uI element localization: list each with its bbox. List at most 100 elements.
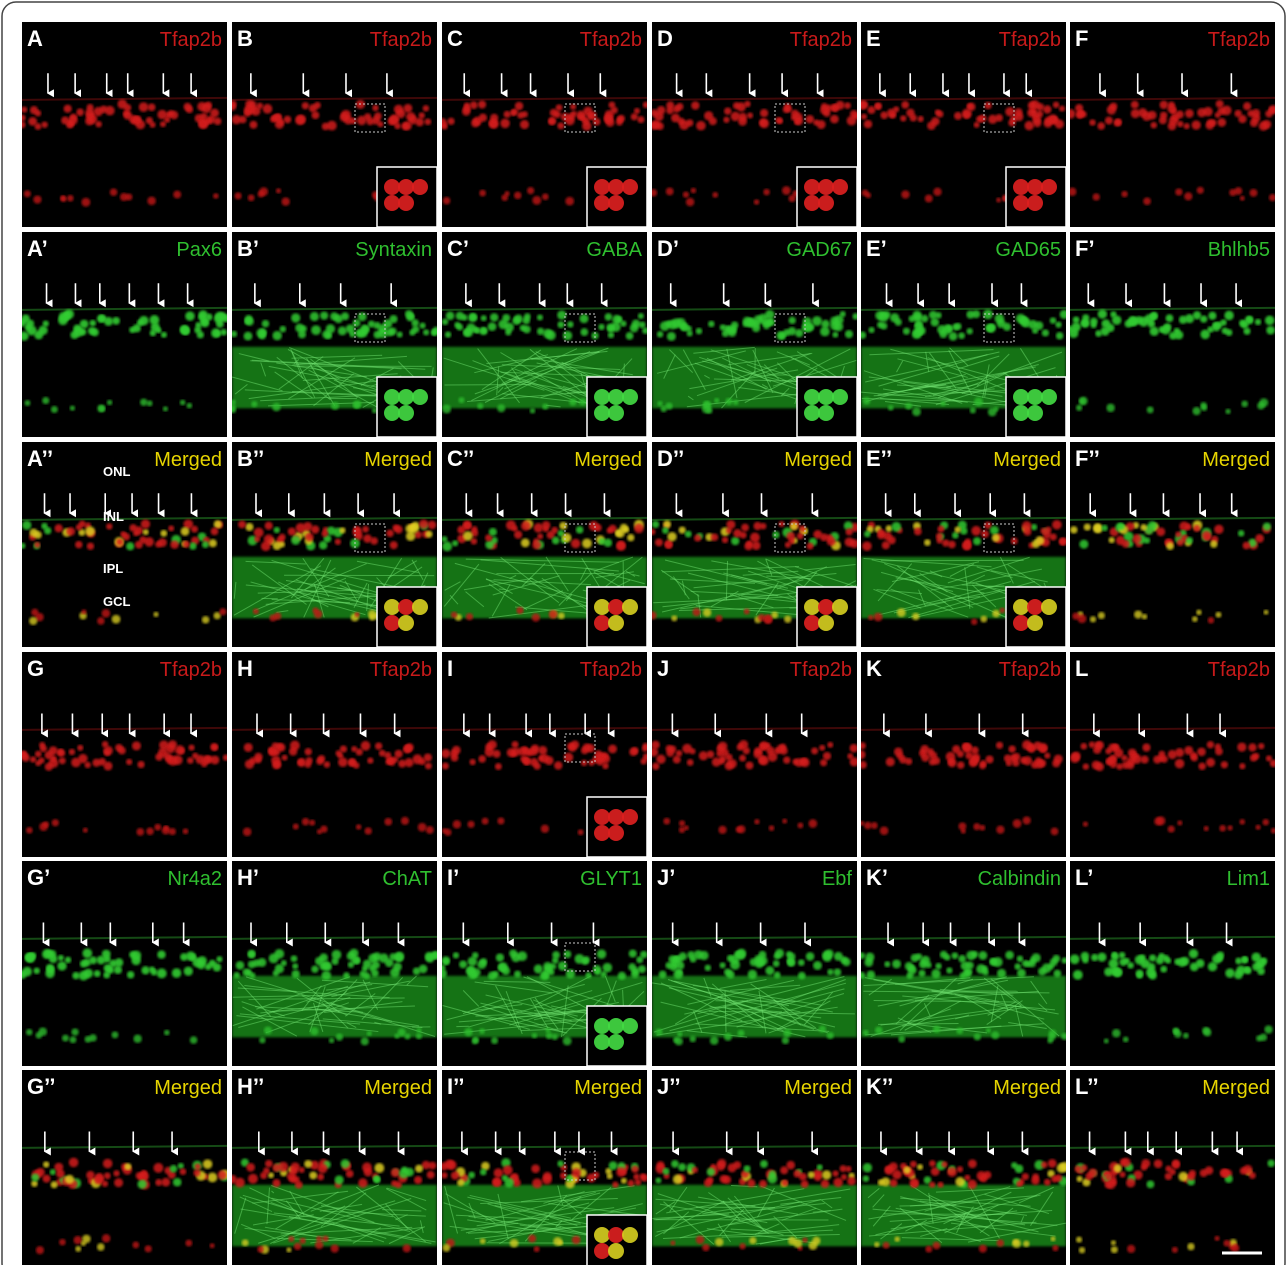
cell [76,524,82,530]
ganglion-cell [1264,610,1269,615]
panel-letter: C’ [447,236,469,261]
cell [264,534,274,544]
cell [743,747,750,754]
ganglion-cell [183,828,189,834]
cell [373,322,380,329]
ganglion-cell [675,1037,683,1045]
panel-marker: GABA [586,239,642,261]
ganglion-cell [336,1033,343,1040]
cell [1081,1165,1088,1172]
ganglion-cell [925,195,933,203]
cell [515,102,524,111]
cell [1033,119,1041,127]
panel-marker: GLYT1 [580,868,642,890]
cell [21,314,30,323]
panel-letter: L’’ [1075,1074,1099,1099]
cell [840,1165,847,1172]
inset-cell [832,179,848,195]
cell [272,761,280,769]
ganglion-cell [1227,825,1232,830]
cell [149,966,155,972]
ganglion-cell [467,821,474,828]
cell [963,743,971,751]
ganglion-cell [868,615,873,620]
ganglion-cell [355,612,360,617]
cell [263,104,273,114]
cell [25,324,32,331]
cell [309,104,317,112]
cell [503,1165,513,1175]
cell [727,955,734,962]
cell [357,116,367,126]
cell [281,960,287,966]
ganglion-cell [404,1033,410,1039]
ganglion-cell [29,617,37,625]
cell [373,952,382,961]
ganglion-cell [532,1033,537,1038]
cell [691,101,700,110]
ganglion-cell [1219,825,1226,832]
ganglion-cell [655,1028,662,1035]
cell [258,958,267,967]
panel: J’’Merged [652,1070,857,1265]
cell [354,957,361,964]
ganglion-cell [684,825,689,830]
cell [212,744,218,750]
cell [673,1174,683,1184]
cell [428,521,437,530]
cell [1044,753,1050,759]
panel: DTfap2b [650,22,860,227]
panel-letter: C [447,26,463,51]
panel-letter: L’ [1075,865,1093,890]
cell [64,311,70,317]
inset-cell [398,615,414,631]
cell [479,114,487,122]
ganglion-cell [384,818,392,826]
ganglion-cell [516,607,523,614]
cell [1221,761,1228,768]
panel-letter: A’’ [27,446,53,471]
cell [504,111,511,118]
cell [291,313,300,322]
cell [726,527,732,533]
cell [319,953,328,962]
cell [291,536,300,545]
ganglion-cell [703,608,711,616]
inset-cell [412,179,428,195]
cell [442,762,449,769]
cell [1101,525,1108,532]
ganglion-cell [1147,406,1154,413]
ganglion-cell [477,403,483,409]
cell [900,115,906,121]
ganglion-cell [464,1028,472,1036]
panel: A’Pax6 [19,232,230,437]
cell [423,105,430,112]
cell [493,1178,501,1186]
ganglion-cell [418,823,427,832]
cell [191,526,198,533]
cell [522,111,528,117]
cell [640,1173,646,1179]
cell [178,748,184,754]
cell [750,533,760,543]
ganglion-cell [272,403,280,411]
cell [733,102,740,109]
ganglion-cell [1168,826,1175,833]
cell [847,1177,856,1186]
cell [813,1169,822,1178]
cell [845,537,854,546]
cell [158,538,167,547]
fiber [499,589,506,590]
cell [660,321,670,331]
cell [581,760,587,766]
cell [311,325,321,335]
cell [628,1180,635,1187]
ganglion-cell [1072,613,1079,620]
cell [566,1175,573,1182]
cell [425,954,434,963]
panel: BTfap2b [228,22,437,227]
cell [678,1163,686,1171]
cell [423,329,429,335]
cell [478,100,486,108]
inset-cell [412,389,428,405]
